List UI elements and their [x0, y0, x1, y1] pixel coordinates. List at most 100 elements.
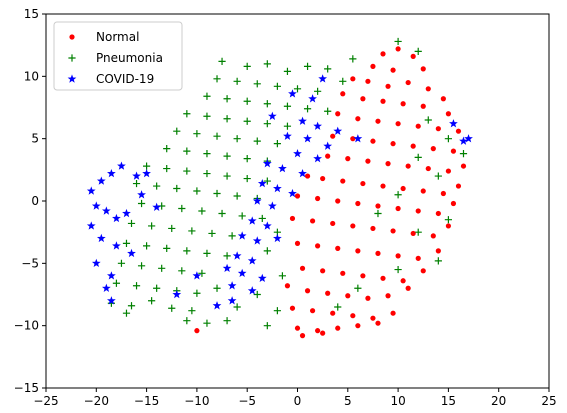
covid-19-point	[212, 301, 222, 310]
normal-point	[304, 288, 311, 294]
pneumonia-point	[188, 307, 196, 315]
pneumonia-point	[324, 65, 332, 73]
pneumonia-point	[243, 62, 251, 70]
normal-point	[455, 183, 462, 189]
pneumonia-point	[258, 214, 266, 223]
pneumonia-point	[223, 95, 231, 103]
normal-point	[350, 223, 356, 229]
normal-point	[405, 285, 411, 291]
covid-19-point	[101, 283, 111, 292]
normal-point	[355, 116, 361, 122]
y-axis: −15 −10 −5 0 5 10 15	[14, 7, 46, 395]
pneumonia-point	[163, 145, 171, 153]
normal-point	[320, 175, 326, 182]
normal-point	[420, 268, 426, 274]
normal-point	[400, 278, 406, 284]
pneumonia-point	[163, 244, 171, 252]
x-tick-label: −10	[184, 394, 209, 408]
pneumonia-point	[213, 284, 221, 292]
pneumonia-point	[122, 239, 131, 247]
pneumonia-point	[193, 187, 201, 195]
normal-point	[360, 180, 366, 187]
normal-point	[370, 225, 376, 232]
normal-point	[405, 163, 411, 169]
pneumonia-point	[414, 228, 422, 236]
covid-19-point	[227, 296, 237, 305]
pneumonia-point	[233, 77, 241, 85]
pneumonia-point	[117, 259, 126, 267]
covid-19-point	[464, 134, 473, 143]
pneumonia-point	[394, 37, 402, 46]
normal-point	[289, 215, 296, 222]
normal-point	[410, 53, 416, 59]
covid-19-point	[101, 206, 111, 215]
normal-point	[350, 136, 356, 142]
normal-point	[430, 233, 436, 239]
normal-point	[335, 198, 341, 204]
pneumonia-point	[414, 47, 422, 55]
data-points	[86, 37, 473, 339]
covid-19-point	[122, 208, 131, 218]
pneumonia-point	[153, 182, 161, 190]
pneumonia-point	[122, 309, 131, 317]
y-tick-label: 10	[24, 69, 39, 83]
x-tick-label: 0	[294, 394, 302, 408]
normal-point	[385, 83, 391, 89]
pneumonia-point	[203, 169, 211, 178]
pneumonia-point	[339, 77, 347, 85]
covid-19-point	[222, 263, 232, 273]
pneumonia-point	[243, 97, 251, 105]
x-tick-label: 15	[441, 394, 456, 408]
x-tick-label: −15	[134, 394, 159, 408]
normal-point	[320, 330, 326, 336]
x-tick-label: −5	[238, 394, 256, 408]
pneumonia-point	[188, 227, 196, 235]
pneumonia-point	[314, 87, 322, 95]
pneumonia-point	[283, 102, 292, 110]
normal-point	[395, 46, 401, 52]
normal-point	[415, 208, 421, 214]
y-tick-label: −15	[14, 381, 39, 395]
normal-point	[420, 103, 426, 109]
pneumonia-point	[183, 110, 191, 118]
normal-point	[315, 328, 321, 334]
pneumonia-point	[132, 179, 141, 188]
covid-19-point	[132, 171, 141, 180]
normal-point	[380, 98, 386, 104]
pneumonia-point	[283, 122, 292, 130]
normal-point	[395, 205, 401, 212]
pneumonia-point	[132, 282, 141, 290]
pneumonia-point	[127, 219, 136, 228]
normal-point	[410, 230, 416, 237]
pneumonia-point	[168, 304, 176, 312]
normal-point	[410, 143, 416, 149]
pneumonia-point	[218, 57, 226, 65]
pneumonia-point	[243, 117, 251, 125]
normal-point	[294, 325, 301, 331]
covid-19-point	[283, 131, 292, 140]
x-tick-label: −20	[84, 394, 109, 408]
y-tick-label: 0	[31, 194, 39, 208]
covid-19-point	[142, 168, 151, 178]
normal-point	[415, 123, 421, 129]
pneumonia-point	[127, 302, 136, 310]
normal-point	[330, 310, 336, 316]
pneumonia-point	[374, 209, 382, 218]
pneumonia-point	[324, 107, 332, 115]
normal-point	[395, 253, 401, 259]
covid-19-point	[313, 121, 322, 130]
pneumonia-point	[253, 290, 261, 299]
pneumonia-point	[394, 191, 402, 199]
pneumonia-point	[273, 82, 281, 90]
normal-point	[340, 270, 346, 276]
pneumonia-point	[263, 177, 271, 185]
x-tick-label: −25	[33, 394, 58, 408]
pneumonia-point	[349, 55, 357, 63]
pneumonia-point	[223, 317, 231, 325]
pneumonia-point	[198, 269, 206, 277]
covid-19-point	[237, 231, 247, 240]
pneumonia-point	[153, 284, 161, 292]
legend-label-pneumonia: Pneumonia	[96, 51, 163, 65]
